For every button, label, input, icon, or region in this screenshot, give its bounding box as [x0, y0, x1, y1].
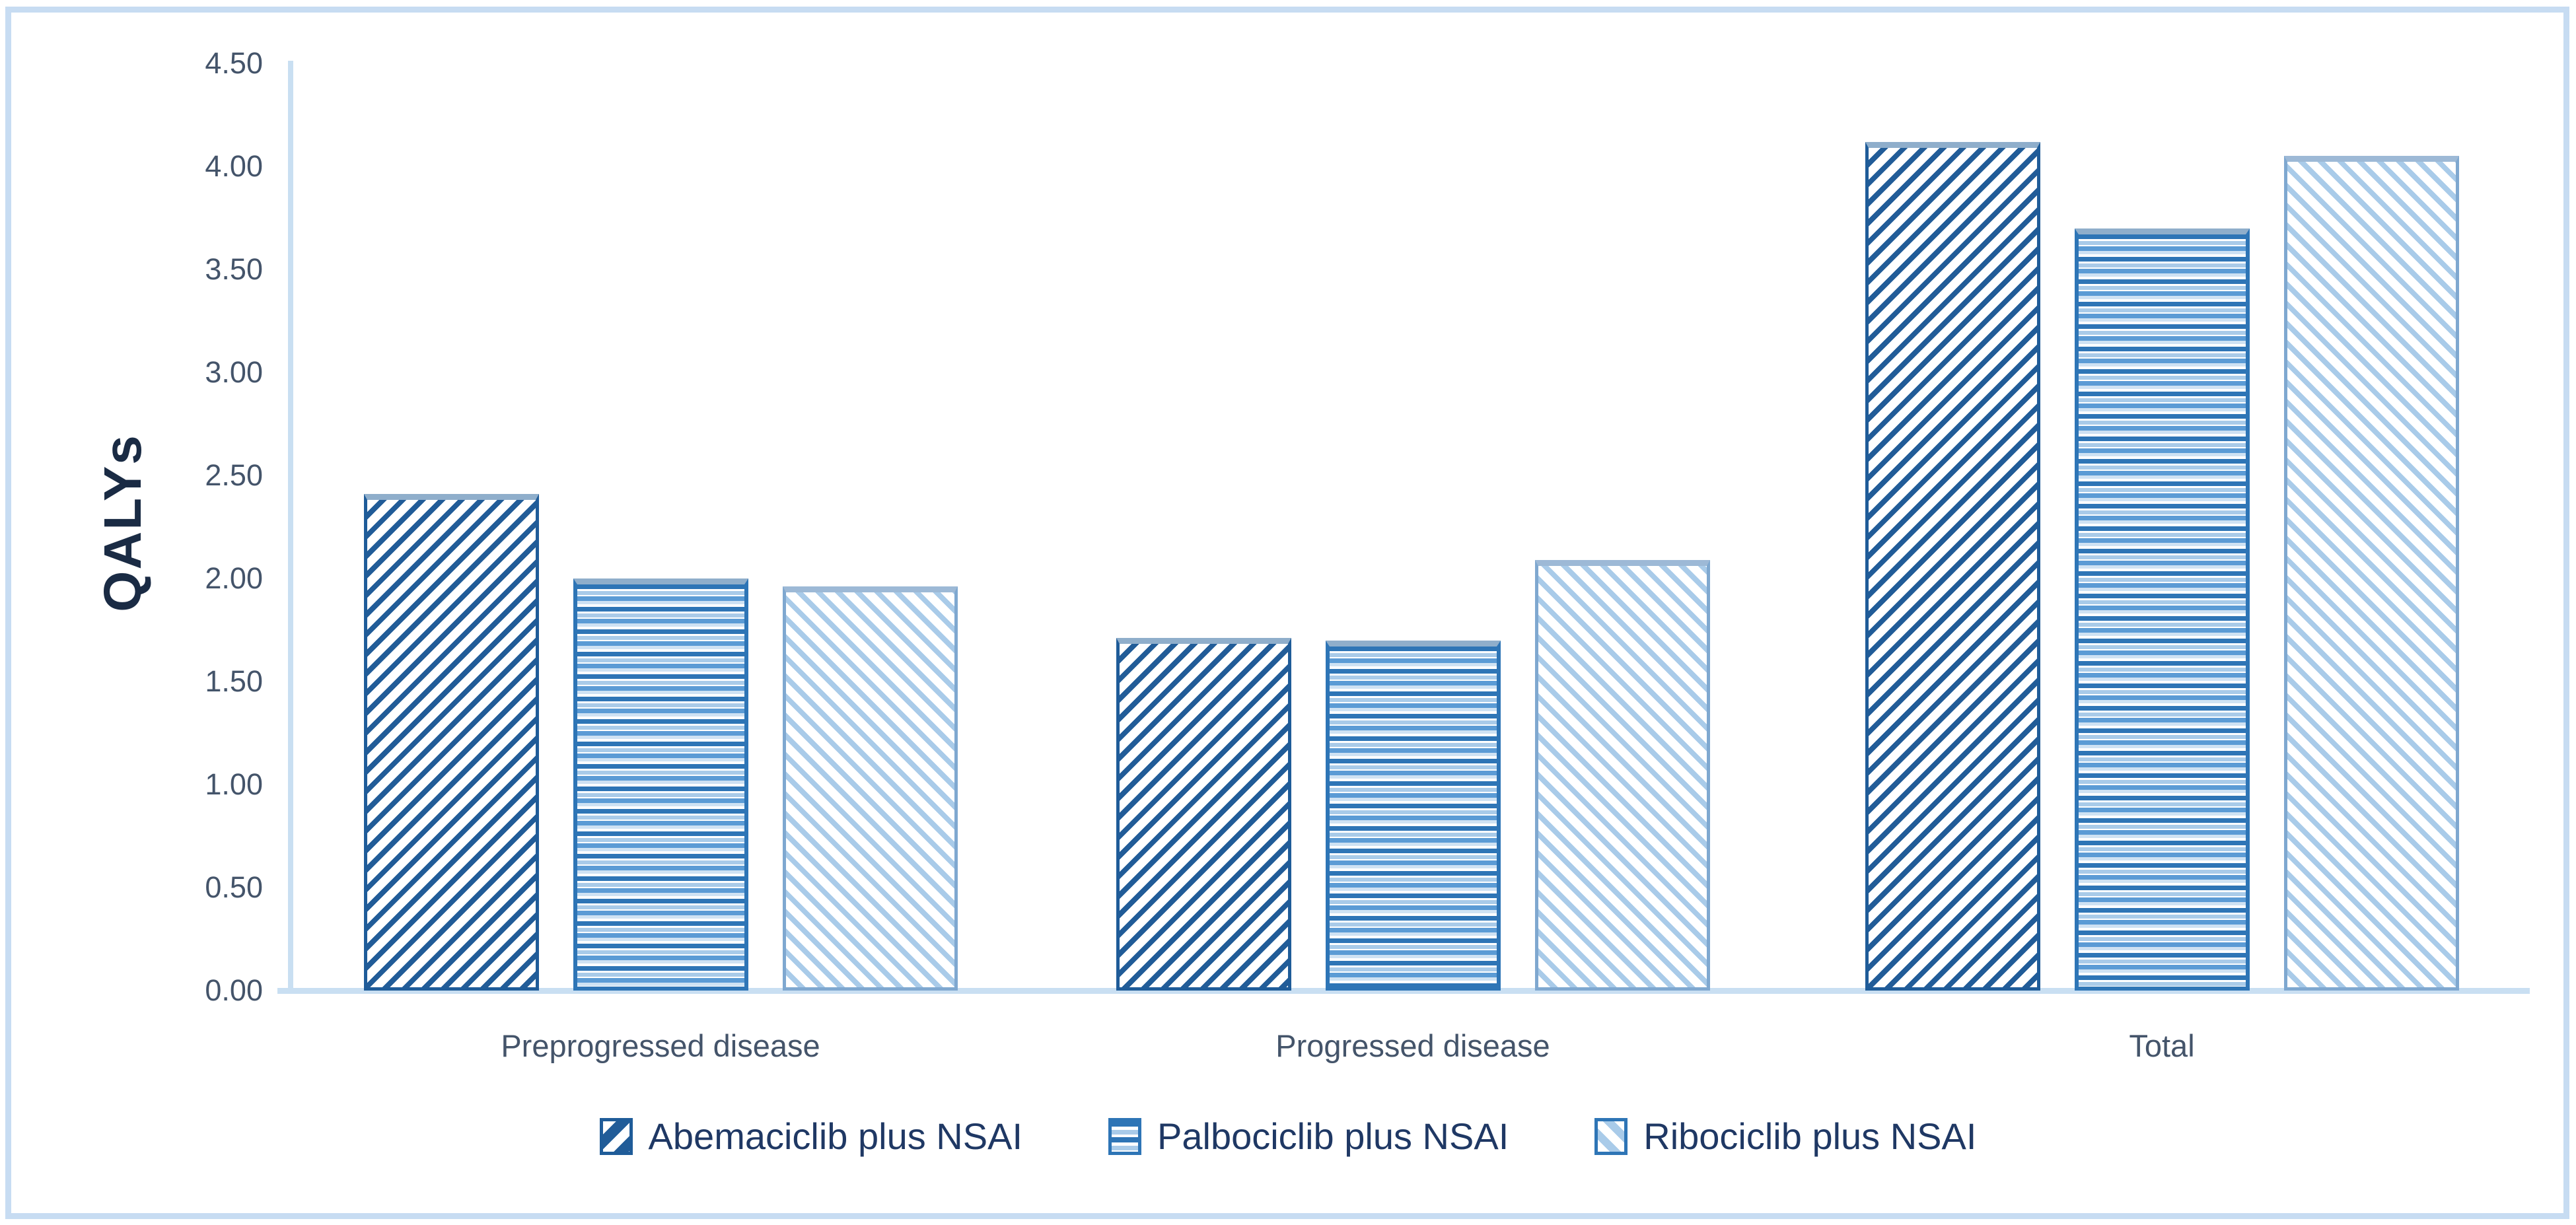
- y-tick-label: 3.50: [205, 252, 263, 286]
- bar-abemaciclib-1: [364, 494, 539, 991]
- legend-swatch-abemaciclib-pattern-icon: [599, 1117, 633, 1155]
- legend-label: Palbociclib plus NSAI: [1157, 1115, 1509, 1157]
- category-label: Preprogressed disease: [501, 1028, 820, 1063]
- bar-ribociclib-3: [2284, 156, 2459, 991]
- y-tick-label: 0.00: [205, 973, 263, 1007]
- legend-swatch-ribociclib-pattern-icon: [1594, 1117, 1628, 1155]
- bar-abemaciclib-3: [1865, 142, 2040, 991]
- legend-item-palbociclib: Palbociclib plus NSAI: [1108, 1115, 1509, 1158]
- bar-ribociclib-2: [1535, 560, 1710, 991]
- legend: Abemaciclib plus NSAI Palbociclib plus NS…: [0, 1115, 2576, 1158]
- y-tick-label: 2.00: [205, 561, 263, 595]
- legend-swatch-palbociclib-pattern-icon: [1108, 1117, 1141, 1155]
- y-tick-label: 2.50: [205, 458, 263, 492]
- x-axis-line: [277, 988, 2530, 994]
- y-tick-label: 3.00: [205, 355, 263, 389]
- bar-ribociclib-1: [783, 586, 958, 991]
- bar-abemaciclib-2: [1116, 638, 1291, 991]
- bar-palbociclib-3: [2075, 228, 2250, 991]
- legend-label: Ribociclib plus NSAI: [1643, 1115, 1977, 1157]
- category-label: Progressed disease: [1275, 1028, 1550, 1063]
- legend-label: Abemaciclib plus NSAI: [648, 1115, 1022, 1157]
- y-tick-label: 4.50: [205, 46, 263, 80]
- y-tick-label: 1.50: [205, 664, 263, 698]
- bar-palbociclib-1: [573, 578, 748, 991]
- y-tick-label: 0.50: [205, 870, 263, 904]
- legend-item-abemaciclib: Abemaciclib plus NSAI: [599, 1115, 1022, 1158]
- bar-palbociclib-2: [1326, 641, 1501, 991]
- y-axis-line: [288, 61, 293, 993]
- y-tick-label: 1.00: [205, 767, 263, 801]
- y-tick-label: 4.00: [205, 149, 263, 183]
- legend-item-ribociclib: Ribociclib plus NSAI: [1594, 1115, 1976, 1158]
- category-label: Total: [2129, 1028, 2195, 1063]
